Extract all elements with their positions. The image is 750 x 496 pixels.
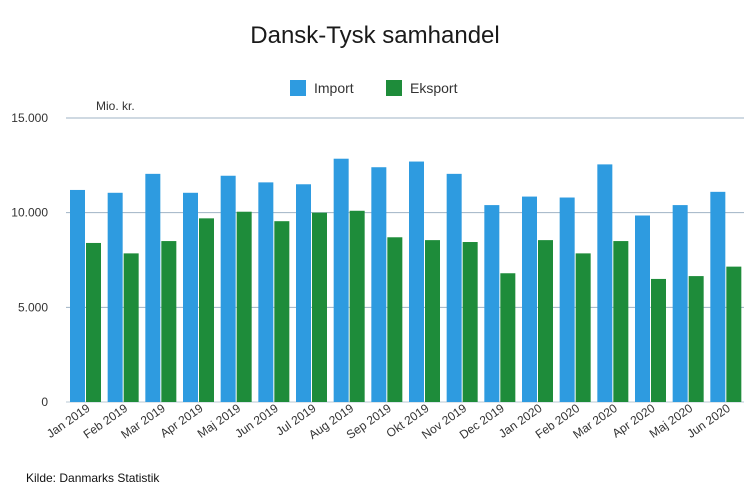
bar-eksport — [726, 266, 742, 402]
bar-eksport — [538, 240, 553, 402]
bar-eksport — [312, 212, 327, 402]
bar-eksport — [688, 276, 704, 402]
bar-import — [145, 173, 161, 402]
bar-import — [559, 197, 575, 402]
legend-swatch-import — [290, 80, 306, 96]
bar-import — [220, 175, 236, 402]
bar-import — [70, 189, 85, 402]
bar-import — [446, 173, 462, 402]
y-tick-label: 0 — [41, 395, 48, 409]
bar-eksport — [349, 210, 365, 402]
y-tick-label: 15.000 — [11, 111, 48, 125]
bar-import — [258, 182, 274, 402]
bar-import — [597, 164, 613, 402]
bar-eksport — [123, 253, 139, 402]
bar-eksport — [199, 218, 214, 402]
bar-eksport — [613, 241, 629, 402]
y-unit-label: Mio. kr. — [96, 99, 135, 113]
x-tick-label: Jun 2020 — [684, 401, 733, 441]
legend-item-eksport: Eksport — [386, 80, 457, 96]
legend: Import Eksport — [0, 80, 750, 100]
bar-eksport — [236, 211, 252, 402]
legend-label-import: Import — [314, 80, 354, 96]
bar-eksport — [274, 221, 290, 402]
bar-import — [183, 192, 198, 402]
bar-import — [522, 196, 537, 402]
bar-import — [409, 161, 424, 402]
bar-import — [371, 167, 387, 402]
bar-import — [333, 158, 349, 402]
bar-import — [672, 205, 688, 402]
bar-import — [107, 192, 123, 402]
bar-eksport — [651, 278, 666, 402]
bar-eksport — [161, 241, 177, 402]
bar-eksport — [86, 242, 101, 402]
y-tick-label: 10.000 — [11, 206, 48, 220]
bar-eksport — [425, 240, 440, 402]
bar-eksport — [387, 237, 403, 402]
source-note: Kilde: Danmarks Statistik — [26, 471, 160, 485]
chart-title: Dansk-Tysk samhandel — [250, 22, 500, 49]
legend-swatch-eksport — [386, 80, 402, 96]
bar-eksport — [575, 253, 591, 402]
bar-import — [296, 184, 311, 402]
legend-label-eksport: Eksport — [410, 80, 458, 96]
bar-import — [710, 191, 726, 402]
bar-eksport — [500, 273, 516, 402]
bar-import — [635, 215, 650, 402]
legend-item-import: Import — [290, 80, 354, 96]
y-tick-label: 5.000 — [18, 300, 48, 314]
x-tick-label: Jun 2019 — [232, 401, 281, 441]
bar-eksport — [462, 242, 478, 402]
bar-import — [484, 205, 500, 402]
